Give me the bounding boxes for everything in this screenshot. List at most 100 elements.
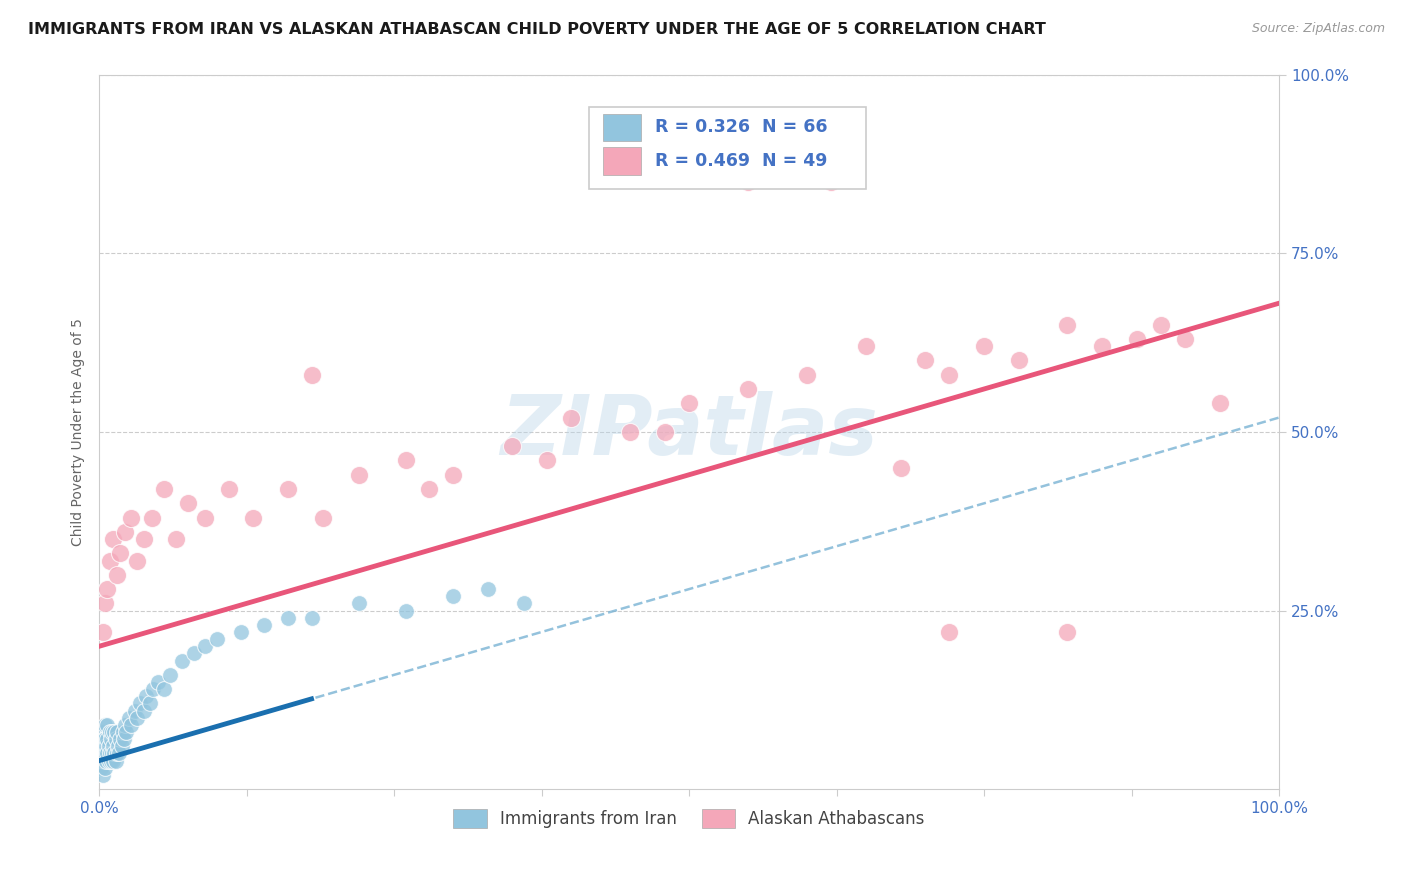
Point <box>176 496 198 510</box>
Point <box>737 175 759 189</box>
Point <box>101 747 124 761</box>
Point <box>103 532 125 546</box>
Point <box>120 510 142 524</box>
Point <box>347 467 370 482</box>
Point <box>90 739 112 754</box>
Point <box>194 510 217 524</box>
Point <box>124 704 146 718</box>
Point <box>98 747 121 761</box>
Point <box>97 739 120 754</box>
Point <box>103 754 125 768</box>
Point <box>973 339 995 353</box>
Point <box>105 567 128 582</box>
Point <box>91 747 114 761</box>
Point <box>108 747 131 761</box>
Point <box>120 718 142 732</box>
Text: R = 0.469  N = 49: R = 0.469 N = 49 <box>655 152 827 170</box>
Point <box>146 675 169 690</box>
FancyBboxPatch shape <box>603 147 641 175</box>
Point <box>277 610 299 624</box>
Point <box>90 761 112 775</box>
Point <box>96 718 118 732</box>
Point <box>117 711 139 725</box>
FancyBboxPatch shape <box>589 107 866 189</box>
Point <box>301 368 323 382</box>
Point <box>1174 332 1197 346</box>
Point <box>441 589 464 603</box>
FancyBboxPatch shape <box>603 114 641 141</box>
Point <box>97 754 120 768</box>
Point <box>1126 332 1149 346</box>
Point <box>91 768 114 782</box>
Point <box>183 647 205 661</box>
Point <box>105 747 128 761</box>
Point <box>890 460 912 475</box>
Point <box>129 697 152 711</box>
Point <box>139 697 162 711</box>
Point <box>938 368 960 382</box>
Point <box>115 725 138 739</box>
Point <box>796 368 818 382</box>
Point <box>560 410 582 425</box>
Point <box>93 754 115 768</box>
Point <box>1209 396 1232 410</box>
Point <box>1091 339 1114 353</box>
Point <box>205 632 228 647</box>
Point <box>1150 318 1173 332</box>
Point <box>98 725 121 739</box>
Point <box>125 711 148 725</box>
Point <box>501 439 523 453</box>
Point <box>96 732 118 747</box>
Point <box>132 532 155 546</box>
Text: R = 0.326  N = 66: R = 0.326 N = 66 <box>655 119 827 136</box>
Point <box>94 732 117 747</box>
Point <box>93 732 115 747</box>
Point <box>96 747 118 761</box>
Point <box>477 582 499 596</box>
Point <box>441 467 464 482</box>
Point <box>96 754 118 768</box>
Point <box>159 668 181 682</box>
Point <box>1056 625 1078 640</box>
Point <box>153 482 176 496</box>
Point <box>170 654 193 668</box>
Point <box>100 732 122 747</box>
Point <box>98 553 121 567</box>
Point <box>107 739 129 754</box>
Point <box>153 682 176 697</box>
Point <box>312 510 335 524</box>
Point <box>218 482 240 496</box>
Point <box>96 739 118 754</box>
Point <box>103 725 125 739</box>
Point <box>229 625 252 640</box>
Point <box>347 596 370 610</box>
Point <box>100 754 122 768</box>
Point <box>619 425 641 439</box>
Point <box>536 453 558 467</box>
Point <box>101 725 124 739</box>
Point <box>135 690 157 704</box>
Point <box>105 725 128 739</box>
Point <box>165 532 187 546</box>
Point <box>395 603 418 617</box>
Point <box>110 739 132 754</box>
Point <box>914 353 936 368</box>
Point <box>110 732 132 747</box>
Point <box>301 610 323 624</box>
Y-axis label: Child Poverty Under the Age of 5: Child Poverty Under the Age of 5 <box>72 318 86 546</box>
Point <box>114 524 136 539</box>
Point <box>737 382 759 396</box>
Legend: Immigrants from Iran, Alaskan Athabascans: Immigrants from Iran, Alaskan Athabascan… <box>447 802 932 835</box>
Point <box>104 754 127 768</box>
Text: IMMIGRANTS FROM IRAN VS ALASKAN ATHABASCAN CHILD POVERTY UNDER THE AGE OF 5 CORR: IMMIGRANTS FROM IRAN VS ALASKAN ATHABASC… <box>28 22 1046 37</box>
Point <box>513 596 536 610</box>
Point <box>1056 318 1078 332</box>
Point <box>142 682 165 697</box>
Point <box>91 625 114 640</box>
Point <box>112 732 135 747</box>
Point <box>103 739 125 754</box>
Point <box>678 396 700 410</box>
Point <box>94 747 117 761</box>
Text: ZIPatlas: ZIPatlas <box>501 392 877 473</box>
Point <box>94 761 117 775</box>
